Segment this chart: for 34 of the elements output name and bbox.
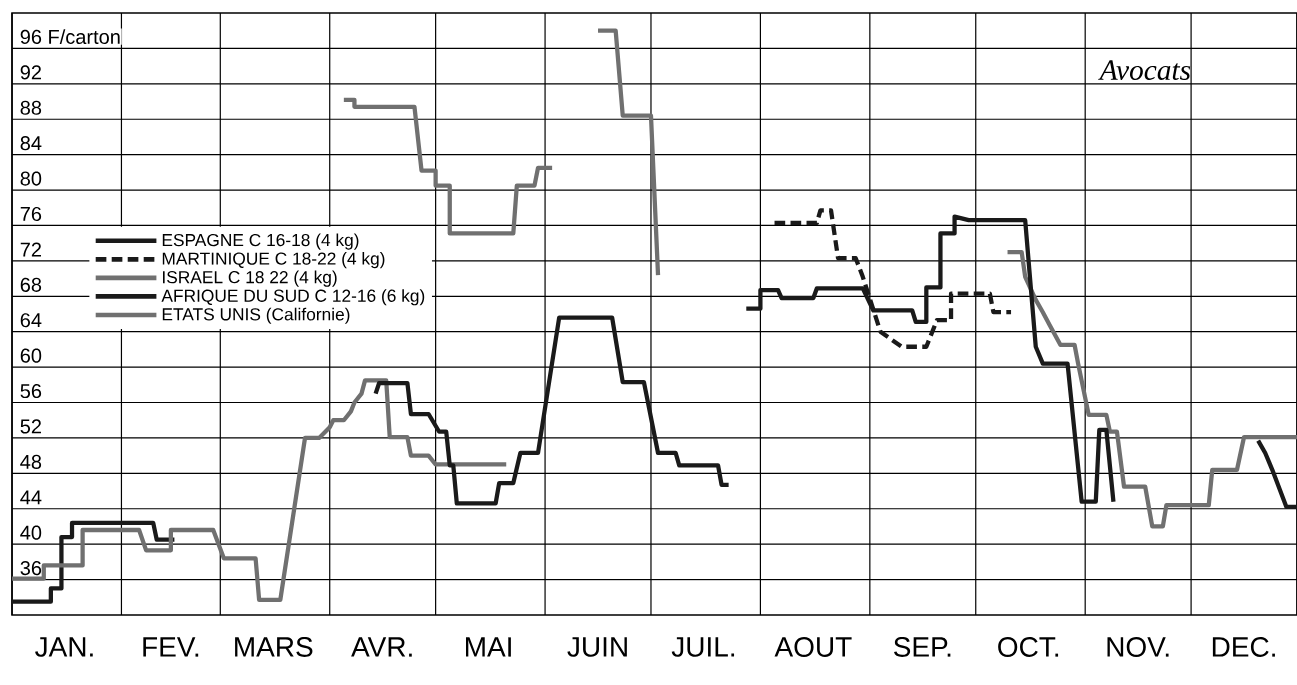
- legend-label: ESPAGNE C 16-18 (4 kg): [162, 233, 359, 250]
- x-tick-label: DEC.: [1212, 637, 1275, 657]
- x-tick-label: JUIL.: [671, 637, 735, 657]
- y-tick-label: 52: [20, 419, 41, 434]
- y-tick-label: 56: [20, 383, 42, 399]
- legend-label: ISRAEL C 18 22 (4 kg): [163, 270, 337, 287]
- x-tick-label: AVR.: [351, 637, 412, 657]
- y-tick-label: 96 F/carton: [20, 29, 120, 45]
- y-tick-label: 84: [20, 136, 42, 151]
- y-tick-label: 40: [20, 525, 42, 540]
- legend-label: ETATS UNIS (Californie): [162, 307, 350, 324]
- y-tick-label: 48: [20, 454, 42, 469]
- y-tick-label: 68: [20, 277, 42, 292]
- x-tick-label: JUIN: [567, 637, 627, 657]
- x-tick-label: AOUT: [774, 637, 852, 657]
- y-tick-label: 60: [20, 348, 42, 363]
- x-tick-label: MAI: [466, 637, 511, 657]
- y-tick-label: 92: [20, 65, 41, 80]
- y-tick-label: 76: [20, 206, 42, 222]
- legend-label: AFRIQUE DU SUD C 12-16 (6 kg): [161, 289, 425, 306]
- x-tick-label: SEP.: [893, 637, 951, 657]
- y-tick-label: 80: [20, 171, 42, 186]
- text: Avocats: [1098, 60, 1191, 80]
- x-tick-label: FEV.: [143, 637, 199, 657]
- x-tick-label: NOV.: [1107, 637, 1169, 657]
- y-tick-label: 36: [20, 561, 42, 576]
- y-tick-label: 88: [20, 100, 42, 115]
- legend-label: MARTINIQUE C 18-22 (4 kg): [162, 252, 385, 269]
- y-tick-label: 72: [20, 242, 41, 257]
- x-tick-label: OCT.: [998, 637, 1059, 657]
- x-tick-label: MARS: [235, 637, 313, 657]
- x-tick-label: JAN.: [35, 637, 93, 657]
- y-tick-label: 44: [20, 490, 42, 505]
- y-tick-label: 64: [20, 313, 42, 328]
